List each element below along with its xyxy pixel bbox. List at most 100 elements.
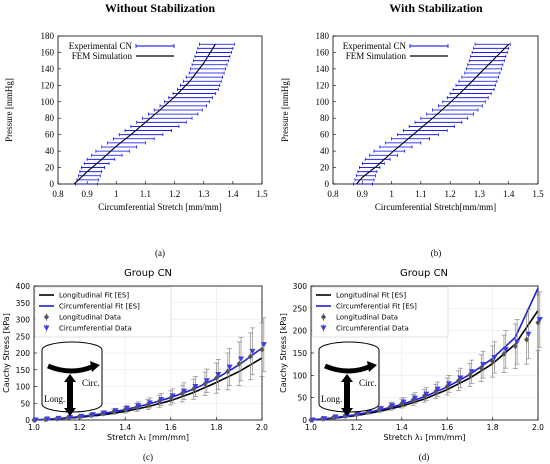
data-point-triangle — [215, 371, 222, 378]
data-point-triangle — [32, 417, 39, 423]
legend-label: Circumferential Fit [ES] — [336, 303, 417, 311]
x-tick-label: 1.2 — [74, 423, 86, 432]
data-point-triangle — [89, 412, 96, 418]
panel-label: (a) — [155, 248, 165, 258]
data-point-triangle — [112, 408, 119, 414]
chart-3: Group CN 1.0 1.2 1.4 1.6 1.8 2.0 0 50 100 150 200 25… — [2, 268, 268, 462]
y-tick-label: 200 — [16, 349, 31, 358]
y-tick-label: 0 — [302, 416, 307, 425]
y-tick-label: 250 — [293, 304, 308, 313]
data-point-triangle — [536, 317, 543, 323]
data-point-triangle — [525, 331, 532, 338]
x-tick-label: 1.5 — [532, 189, 544, 199]
series-fem-simulation — [356, 43, 510, 185]
x-tick-label: 1.2 — [445, 189, 456, 199]
data-point-diamond — [399, 400, 405, 407]
chart-title: Group CN — [400, 268, 448, 279]
legend-label: FEM Simulation — [346, 51, 407, 61]
chart-title: With Stabilization — [389, 1, 483, 15]
plot-frame — [332, 35, 539, 185]
y-tick-label: 140 — [316, 64, 330, 74]
data-point-triangle — [124, 406, 131, 412]
y-tick-label: 180 — [41, 31, 55, 41]
y-tick-label: 20 — [45, 163, 55, 173]
y-tick-label: 60 — [45, 130, 55, 140]
x-tick-label: 0.8 — [52, 189, 64, 199]
circ-arrow — [324, 363, 373, 374]
legend-box — [311, 286, 449, 338]
data-point-diamond — [342, 412, 348, 419]
y-tick-label: 350 — [16, 299, 31, 308]
y-tick-label: 200 — [293, 327, 308, 336]
x-tick-label: 0.9 — [357, 189, 369, 199]
data-point-diamond — [353, 411, 359, 418]
x-tick-label: 1.4 — [227, 189, 239, 199]
data-point-diamond — [478, 365, 484, 372]
data-point-diamond — [88, 412, 94, 419]
x-axis-label: Stretch λ₁ [mm/mm] — [107, 433, 189, 442]
data-point-diamond — [213, 375, 219, 382]
y-axis-label: Cauchy Stress [kPa] — [279, 313, 288, 393]
x-tick-label: 1.3 — [198, 189, 210, 199]
y-tick-label: 180 — [316, 31, 330, 41]
y-tick-label: 300 — [16, 316, 31, 325]
long-arrow — [344, 380, 350, 410]
y-axis-label: Pressure [mmHg] — [280, 78, 290, 142]
x-tick-label: 1.4 — [119, 423, 131, 432]
legend-label: Experimental CN — [343, 41, 407, 51]
data-point-triangle — [355, 411, 362, 417]
x-tick-label: 2.0 — [532, 423, 544, 432]
x-tick-label: 1.1 — [140, 189, 151, 199]
inset-label-long: Long. — [44, 394, 65, 404]
long-arrowhead — [341, 408, 353, 416]
x-axis-label: Circumferential Stretch [mm/mm] — [98, 202, 221, 212]
data-point-triangle — [249, 348, 256, 355]
data-point-triangle — [400, 399, 407, 406]
y-tick-label: 100 — [293, 371, 308, 380]
data-point-triangle — [457, 375, 464, 382]
data-point-triangle — [181, 388, 188, 395]
x-tick-label: 1 — [114, 189, 119, 199]
long-arrowhead — [64, 374, 76, 382]
long-arrowhead — [64, 408, 76, 416]
x-tick-label: 1.6 — [165, 423, 177, 432]
x-tick-label: 1.2 — [350, 423, 362, 432]
x-tick-label: 1.8 — [487, 423, 499, 432]
long-arrow — [67, 380, 73, 410]
data-point-diamond — [225, 368, 231, 375]
data-point-diamond — [319, 415, 325, 422]
data-point-triangle — [332, 414, 339, 420]
y-tick-label: 50 — [297, 394, 307, 403]
x-tick-label: 2.0 — [256, 423, 268, 432]
y-tick-label: 160 — [41, 47, 55, 57]
chart-title: Without Stabilization — [105, 1, 215, 15]
x-axis-label: Stretch λ₁ [mm/mm] — [384, 433, 466, 442]
x-axis-label: Circumferential Stretch[mm/mm] — [375, 202, 496, 212]
series-circumferential-data — [32, 317, 267, 423]
data-point-triangle — [491, 354, 498, 361]
y-tick-label: 40 — [320, 146, 330, 156]
data-point-diamond — [433, 388, 439, 395]
legend-label: Experimental CN — [69, 41, 133, 51]
data-point-triangle — [226, 364, 233, 371]
y-tick-label: 150 — [293, 349, 308, 358]
chart-1: Without Stabilization 0.8 0.9 1 1.1 1.2 1.3 1.4… — [4, 1, 268, 258]
data-point-triangle — [502, 346, 509, 353]
data-point-diamond — [455, 377, 462, 384]
legend-label: Longitudinal Fit [ES] — [336, 292, 406, 300]
y-tick-label: 0 — [25, 416, 30, 425]
legend-swatch — [43, 314, 50, 320]
legend-label: Circumferential Fit [ES] — [59, 303, 140, 311]
data-point-diamond — [236, 360, 242, 367]
y-tick-label: 140 — [41, 64, 55, 74]
data-point-triangle — [309, 417, 316, 423]
y-tick-label: 400 — [16, 282, 31, 291]
vessel-inset-diagram: Circ. Long. — [318, 341, 380, 416]
data-point-triangle — [203, 378, 210, 384]
circ-arrow — [47, 363, 96, 374]
data-point-triangle — [158, 397, 165, 403]
data-point-triangle — [514, 339, 521, 345]
x-tick-label: 1 — [389, 189, 394, 199]
